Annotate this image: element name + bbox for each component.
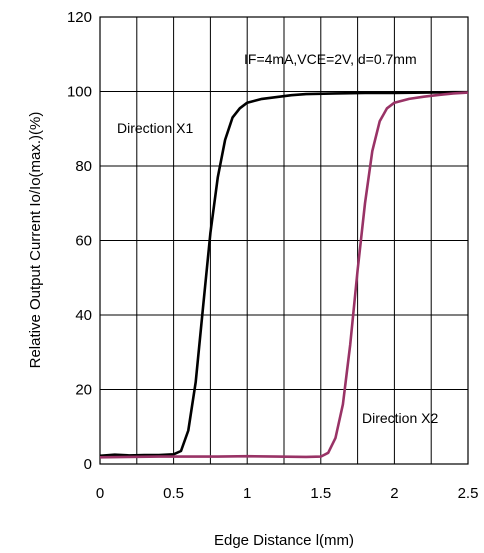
x-axis-title: Edge Distance l(mm) xyxy=(214,532,354,549)
x-tick-label: 0.5 xyxy=(163,485,184,502)
series-label-x2: Direction X2 xyxy=(362,410,438,426)
x-tick-label: 1 xyxy=(243,485,251,502)
y-tick-label: 80 xyxy=(75,158,92,175)
series-line-x2 xyxy=(99,91,469,459)
plot-frame xyxy=(99,16,469,465)
conditions-annotation: IF=4mA,VCE=2V, d=0.7mm xyxy=(244,51,417,67)
y-tick-label: 0 xyxy=(84,456,92,473)
series-lines xyxy=(99,90,469,459)
y-tick-label: 40 xyxy=(75,307,92,324)
x-tick-label: 2 xyxy=(390,485,398,502)
x-tick-label: 2.5 xyxy=(458,485,479,502)
y-tick-label: 100 xyxy=(67,84,92,101)
series-label-x1: Direction X1 xyxy=(117,120,193,136)
grid-lines xyxy=(100,17,468,464)
y-tick-label: 60 xyxy=(75,233,92,250)
y-tick-label: 20 xyxy=(75,382,92,399)
x-tick-label: 1.5 xyxy=(310,485,331,502)
x-tick-label: 0 xyxy=(96,485,104,502)
series-line-x1 xyxy=(99,90,468,458)
y-axis-title: Relative Output Current Io/Io(max.)(%) xyxy=(27,112,44,369)
tick-labels: 0 0.5 1 1.5 2 2.5 0 20 40 60 80 100 120 xyxy=(67,9,478,502)
y-tick-label: 120 xyxy=(67,9,92,26)
